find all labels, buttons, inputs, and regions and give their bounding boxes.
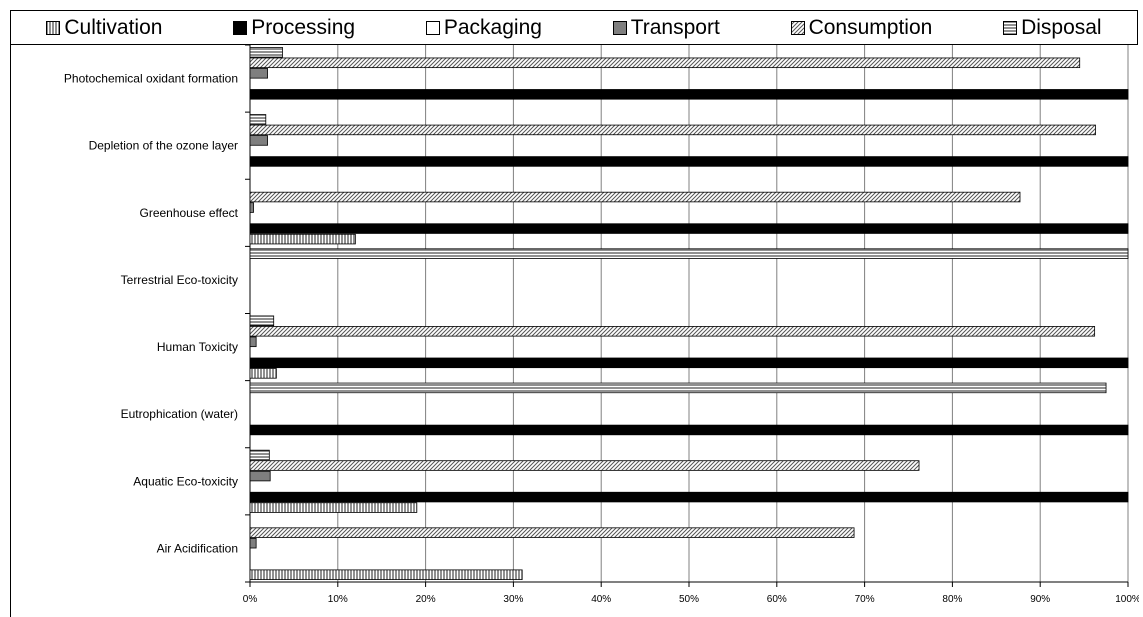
bar-disposal [249,449,270,461]
legend-label: Packaging [443,15,542,39]
bar-processing [249,357,1129,369]
bar-transport [249,202,254,213]
bar-processing [249,491,1129,503]
x-tick-label: 0% [243,594,258,605]
bar-consumption [249,460,920,471]
legend-swatch-cultivation [46,20,61,35]
bar-transport [249,68,268,79]
chart-legend: Cultivation Processing Packaging Transport C… [10,10,1138,45]
legend-item-disposal: Disposal [1003,16,1102,40]
x-tick-label: 70% [855,594,875,605]
category-label: Greenhouse effect [139,206,238,220]
bar-transport [249,336,257,348]
legend-swatch-packaging [425,20,440,35]
bar-disposal [249,248,1129,259]
bar-processing [249,89,1129,100]
bar-transport [249,135,268,146]
bar-consumption [249,191,1021,203]
x-tick-label: 40% [591,594,611,605]
bar-transport [249,470,271,482]
category-label: Terrestrial Eco-toxicity [121,273,238,287]
bar-cultivation [249,233,356,245]
bar-disposal [249,47,283,58]
bar-consumption [249,124,1096,136]
category-label: Human Toxicity [157,340,238,354]
legend-swatch-transport [612,20,627,35]
category-label: Air Acidification [157,541,238,555]
category-label: Depletion of the ozone layer [89,139,238,153]
legend-label: Transport [630,15,720,39]
bar-disposal [249,382,1107,394]
legend-label: Cultivation [64,15,163,39]
bar-consumption [249,326,1096,337]
bar-consumption [249,57,1081,69]
legend-swatch-processing [233,20,248,35]
legend-item-packaging: Packaging [425,15,542,40]
x-tick-label: 20% [416,594,436,605]
x-tick-label: 100% [1115,594,1139,605]
category-label: Eutrophication (water) [121,407,238,421]
plot-frame: 0% 10% 20% 30% 40% 50% 60% 70% 80% 90% 100% Photoc… [10,45,1139,617]
legend-label: Consumption [808,15,933,39]
x-tick-label: 30% [503,594,523,605]
bar-processing [249,223,1129,234]
legend-item-cultivation: Cultivation [46,16,162,40]
x-tick-label: 60% [767,594,787,605]
bar-disposal [249,315,275,327]
bar-transport [249,537,257,549]
x-tick-label: 10% [328,594,348,605]
category-label: Aquatic Eco-toxicity [133,474,238,488]
category-label: Photochemical oxidant formation [64,72,238,86]
bar-cultivation [249,368,277,379]
legend-item-consumption: Consumption [790,15,933,40]
bar-consumption [249,527,855,538]
legend-label: Processing [251,15,356,39]
x-tick-label: 80% [942,594,962,605]
bar-processing [249,156,1129,167]
bar-cultivation [249,569,523,580]
x-tick-label: 50% [679,594,699,605]
x-tick-label: 90% [1030,594,1050,605]
legend-swatch-disposal [1003,20,1018,35]
legend-item-processing: Processing [233,16,355,40]
bar-chart: 0% 10% 20% 30% 40% 50% 60% 70% 80% 90% 100% Photoc… [64,45,1139,605]
bar-disposal [249,114,267,125]
bar-processing [249,424,1129,436]
legend-item-transport: Transport [612,15,720,40]
legend-swatch-consumption [790,20,805,35]
legend-label: Disposal [1021,15,1102,39]
bar-cultivation [249,502,418,513]
